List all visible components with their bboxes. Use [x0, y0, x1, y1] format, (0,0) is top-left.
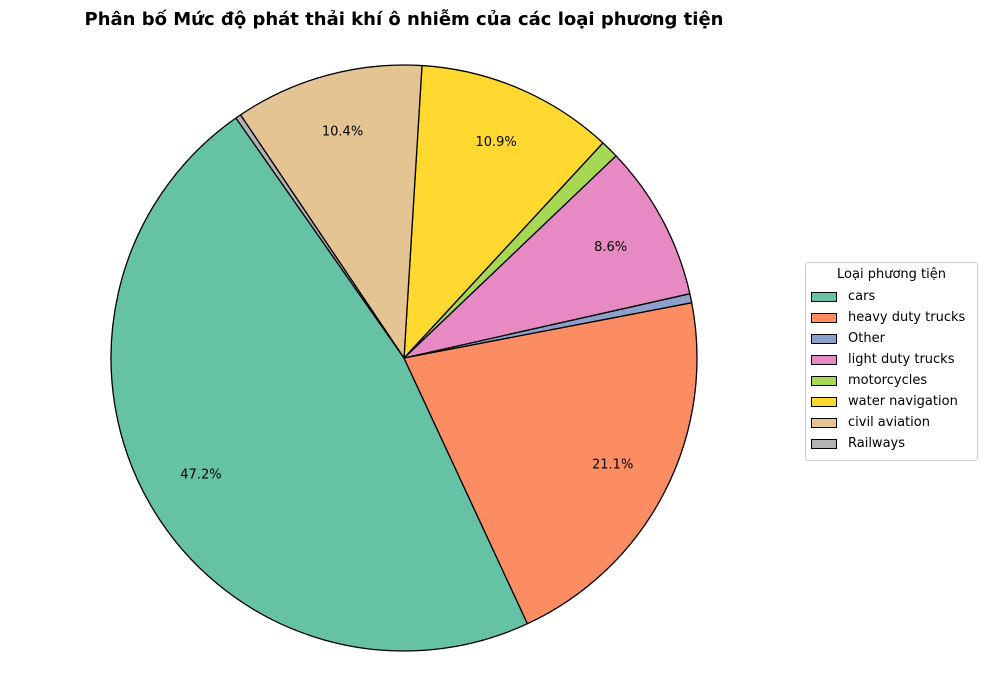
pie-label-heavy-duty-trucks: 21.1% [592, 457, 633, 472]
legend-item-cars: cars [806, 286, 977, 307]
pie-slice-water-navigation [403, 64, 604, 359]
legend-swatch [811, 354, 837, 365]
legend-title: Loại phương tiện [837, 267, 946, 282]
legend-items: cars heavy duty trucks Other light duty tru… [806, 286, 977, 454]
pie-label-civil-aviation: 10.4% [322, 124, 363, 139]
pie-label-light-duty-trucks: 8.6% [594, 240, 627, 255]
pie-slice-heavy-duty-trucks [403, 302, 698, 625]
legend-swatch [811, 417, 837, 428]
legend-item-light-duty-trucks: light duty trucks [806, 349, 977, 370]
legend-label: Other [848, 331, 885, 346]
chart-title: Phân bố Mức độ phát thải khí ô nhiễm của… [84, 9, 724, 30]
legend-label: cars [848, 289, 876, 304]
legend-label: civil aviation [848, 415, 930, 430]
legend-item-railways: Railways [806, 433, 977, 454]
pie-slice-light-duty-trucks [403, 155, 691, 359]
legend-swatch [811, 375, 837, 386]
pie-slice-railways [235, 114, 405, 359]
pie-slice-civil-aviation [239, 64, 423, 359]
legend-item-water-navigation: water navigation [806, 391, 977, 412]
legend-label: Railways [848, 436, 906, 451]
legend-label: water navigation [848, 394, 958, 409]
legend-swatch [811, 396, 837, 407]
pie-label-water-navigation: 10.9% [475, 135, 516, 150]
pie-slice-cars [110, 117, 529, 652]
legend-item-other: Other [806, 328, 977, 349]
legend-label: light duty trucks [848, 352, 955, 367]
legend: Loại phương tiện cars heavy duty trucks Ot… [805, 262, 978, 461]
legend-item-civil-aviation: civil aviation [806, 412, 977, 433]
legend-swatch [811, 438, 837, 449]
legend-item-heavy-duty-trucks: heavy duty trucks [806, 307, 977, 328]
legend-item-motorcycles: motorcycles [806, 370, 977, 391]
legend-label: heavy duty trucks [848, 310, 966, 325]
legend-swatch [811, 333, 837, 344]
legend-swatch [811, 312, 837, 323]
legend-swatch [811, 291, 837, 302]
legend-label: motorcycles [848, 373, 928, 388]
pie-label-cars: 47.2% [180, 468, 221, 483]
